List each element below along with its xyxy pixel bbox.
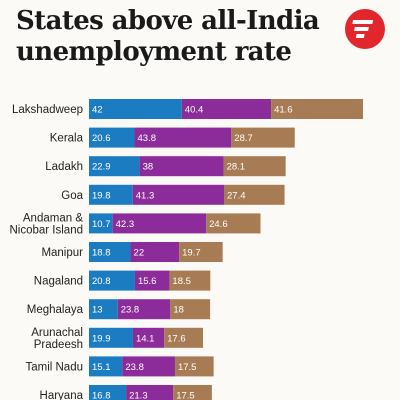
value-label: 41.6 (274, 105, 293, 116)
category-label: Tamil Nadu (25, 361, 83, 373)
bar-segment-2 (112, 213, 207, 234)
category-label: Goa (61, 190, 83, 202)
value-label: 18 (173, 305, 184, 316)
category-label: Nagaland (34, 276, 83, 288)
bar-segment-3 (164, 327, 204, 348)
category-label: Lakshadweep (12, 104, 83, 116)
bar-segment-1 (89, 385, 127, 400)
value-label: 18.5 (172, 276, 191, 287)
bar-segment-2 (132, 184, 225, 205)
bar-segment-1 (89, 356, 123, 377)
category-label: Meghalaya (27, 304, 84, 316)
bar-segment-3 (173, 385, 212, 400)
value-label: 15.6 (138, 276, 157, 287)
bar-segment-3 (271, 99, 363, 119)
bar-segment-3 (174, 356, 214, 377)
bars (89, 99, 363, 400)
value-label: 41.3 (136, 190, 155, 201)
category-label-line: Arunachal (31, 327, 83, 339)
category-label: Andaman & Nicobar Island (9, 212, 83, 236)
chart-title-line-1: States above all-India (16, 6, 320, 36)
value-label: 10.7 (92, 219, 111, 230)
logo-stripe-mid (354, 27, 369, 31)
value-label: 21.3 (129, 391, 148, 400)
value-labels: 42 40.4 41.6 20.6 43.8 28.7 22.9 38 28.1 19.8 41.3… (92, 105, 293, 400)
bar-segment-1 (89, 327, 133, 348)
value-label: 14.1 (136, 333, 155, 344)
bar-segment-1 (89, 270, 135, 291)
bar-segment-3 (231, 127, 295, 148)
bar-segment-1 (89, 156, 140, 177)
value-label: 20.8 (92, 276, 111, 287)
category-labels: Lakshadweep Kerala Ladakh Goa Andaman & Nicob… (9, 104, 83, 400)
category-label: Kerala (50, 133, 84, 145)
value-label: 15.1 (92, 362, 111, 373)
value-label: 18.8 (92, 248, 111, 259)
value-label: 42.3 (116, 219, 135, 230)
value-label: 27.4 (227, 190, 246, 201)
bar-segment-3 (206, 213, 261, 234)
value-label: 19.8 (92, 190, 111, 201)
value-label: 19.9 (92, 333, 111, 344)
value-label: 22.9 (92, 162, 111, 173)
value-label: 38 (143, 162, 154, 173)
value-label: 28.7 (234, 133, 253, 144)
bar-segment-2 (126, 385, 174, 400)
chart-title-line-2: unemployment rate (16, 37, 292, 67)
bar-segment-3 (179, 242, 223, 262)
bar-segment-2 (130, 242, 180, 262)
value-label: 20.6 (92, 133, 111, 144)
value-label: 42 (92, 105, 103, 116)
bar-segment-3 (224, 184, 285, 205)
value-label: 19.7 (182, 248, 201, 259)
value-label: 17.6 (167, 333, 186, 344)
value-label: 43.8 (138, 133, 157, 144)
value-label: 40.4 (185, 105, 204, 116)
bar-segment-3 (170, 299, 211, 320)
bar-segment-1 (89, 213, 113, 234)
bar-segment-3 (223, 156, 286, 177)
value-label: 28.1 (227, 162, 246, 173)
category-label: Ladakh (45, 161, 83, 173)
bar-segment-2 (134, 127, 232, 148)
value-label: 17.5 (178, 362, 197, 373)
value-label: 13 (92, 305, 103, 316)
bar-segment-2 (181, 99, 272, 119)
bar-segment-1 (89, 299, 118, 320)
value-label: 23.8 (121, 305, 140, 316)
category-label: Haryana (40, 390, 84, 400)
value-label: 22 (134, 248, 145, 259)
bar-segment-2 (132, 327, 165, 348)
logo-stripe-bottom (355, 34, 365, 38)
bar-segment-1 (89, 99, 182, 119)
category-label: Manipur (41, 247, 83, 259)
bar-segment-1 (89, 127, 135, 148)
chart-title: States above all-India unemployment rate (16, 6, 336, 68)
category-label-line: Pradeesh (34, 339, 83, 351)
category-label: Arunachal Pradeesh (31, 327, 83, 351)
value-label: 24.6 (209, 219, 228, 230)
bar-segment-2 (117, 299, 171, 320)
logo-stripe-top (352, 20, 374, 24)
bar-segment-3 (169, 270, 211, 291)
bar-segment-2 (122, 356, 175, 377)
value-label: 23.8 (125, 362, 143, 373)
bar-segment-2 (139, 156, 224, 177)
value-label: 16.8 (92, 391, 111, 400)
category-label-line: Nicobar Island (9, 224, 83, 236)
bar-segment-1 (89, 184, 133, 205)
bar-segment-2 (134, 270, 170, 291)
category-label-line: Andaman & (23, 212, 83, 224)
indian-express-logo-icon (345, 9, 385, 49)
bar-segment-1 (89, 242, 131, 262)
value-label: 17.5 (176, 391, 195, 400)
